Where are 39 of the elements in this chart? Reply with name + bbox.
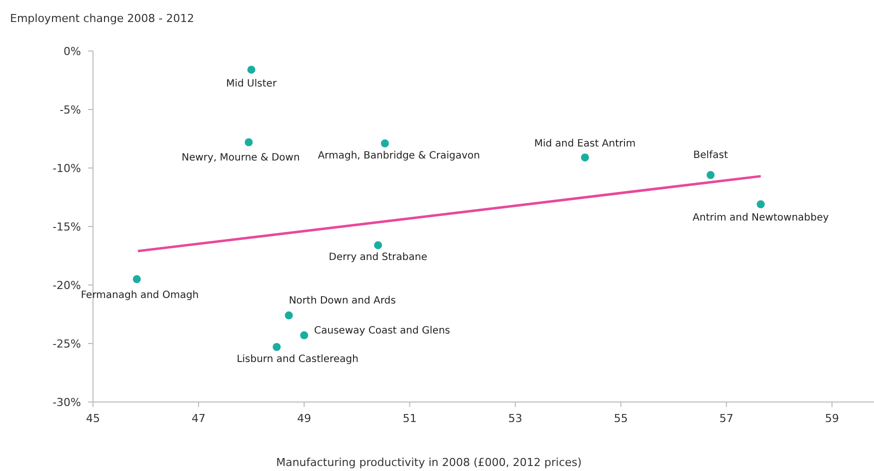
annotation: Newry, Mourne & Down — [182, 152, 300, 164]
x-tick-label: 51 — [402, 412, 417, 425]
x-tick-label: 55 — [614, 412, 628, 425]
x-tick-label: 59 — [825, 412, 839, 425]
point — [284, 311, 293, 320]
annotation: Mid Ulster — [226, 78, 278, 90]
point — [756, 200, 765, 208]
y-axis-title: Employment change 2008 - 2012 — [10, 12, 194, 25]
point — [247, 66, 256, 74]
x-axis-title: Manufacturing productivity in 2008 (£000, 2012 prices) — [276, 456, 582, 469]
annotation: Lisburn and Castlereagh — [236, 354, 358, 366]
x-tick-label: 57 — [719, 412, 734, 425]
y-tick-label: -30% — [52, 396, 81, 409]
y-tick-label: -10% — [52, 162, 81, 175]
point — [580, 153, 589, 162]
point — [374, 241, 382, 250]
annotation: North Down and Ards — [288, 295, 396, 306]
x-tick-label: 47 — [192, 412, 206, 425]
annotation: Causeway Coast and Glens — [314, 325, 450, 336]
y-tick-label: 0% — [64, 45, 81, 58]
point — [706, 171, 715, 180]
x-tick-label: 45 — [86, 412, 100, 425]
point — [272, 343, 281, 352]
x-tick-label: 49 — [297, 412, 312, 425]
y-tick-label: -25% — [52, 338, 81, 350]
annotation: Belfast — [693, 150, 728, 162]
y-tick-label: -5% — [60, 104, 81, 116]
annotation: Antrim and Newtownabbey — [692, 212, 829, 224]
point — [300, 331, 308, 340]
x-tick-label: 53 — [508, 412, 522, 425]
annotation: Fermanagh and Omagh — [80, 290, 199, 302]
point — [380, 139, 389, 148]
annotation: Derry and Strabane — [328, 252, 428, 264]
annotation: Mid and East Antrim — [534, 138, 636, 150]
y-tick-label: -20% — [52, 279, 81, 292]
point — [132, 275, 141, 284]
point — [244, 138, 253, 146]
y-tick-label: -15% — [52, 220, 81, 234]
annotation: Armagh, Banbridge & Craigavon — [318, 150, 480, 162]
